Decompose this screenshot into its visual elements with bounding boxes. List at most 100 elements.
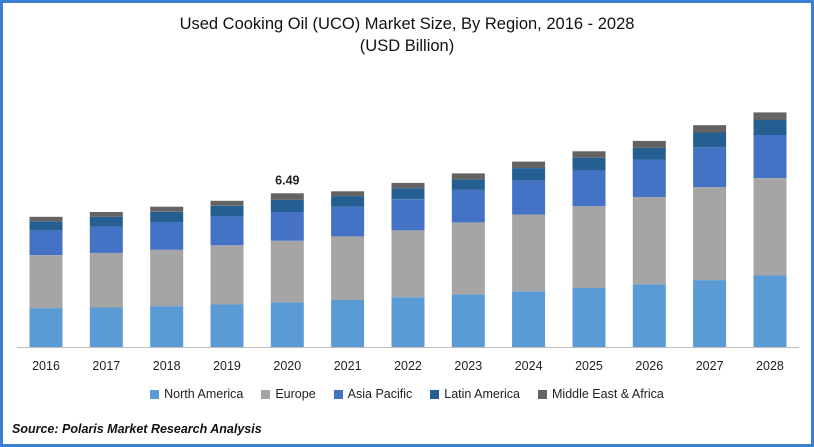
bar-segment-north-america-2017 — [89, 307, 123, 347]
bar-segment-asia-pacific-2021 — [331, 206, 365, 237]
bar-segment-middle-east-africa-2027 — [693, 125, 727, 133]
legend-label-north-america: North America — [164, 387, 244, 401]
bar-segment-middle-east-africa-2021 — [331, 191, 365, 197]
chart-title-block: Used Cooking Oil (UCO) Market Size, By R… — [3, 13, 811, 57]
chart-legend: North America Europe Asia Pacific Latin Ame… — [3, 387, 811, 401]
bar-segment-latin-america-2025 — [572, 157, 606, 171]
bar-segment-latin-america-2028 — [753, 119, 787, 135]
bar-segment-latin-america-2022 — [391, 188, 425, 200]
bar-segment-middle-east-africa-2025 — [572, 151, 606, 158]
bar-segment-north-america-2028 — [753, 275, 787, 347]
source-note: Source: Polaris Market Research Analysis — [12, 422, 262, 436]
bar-segment-north-america-2020 — [270, 302, 304, 347]
x-tick-label-2016: 2016 — [32, 359, 60, 373]
bar-segment-asia-pacific-2017 — [89, 226, 123, 253]
x-tick-label-2024: 2024 — [515, 359, 543, 373]
bar-segment-north-america-2024 — [512, 291, 546, 347]
legend-swatch-latin-america — [430, 389, 440, 399]
legend-swatch-middle-east-africa — [538, 389, 547, 399]
bar-segment-europe-2028 — [753, 178, 787, 276]
legend-swatch-north-america — [150, 389, 160, 399]
bar-segment-asia-pacific-2027 — [693, 147, 727, 188]
bar-segment-europe-2024 — [512, 214, 546, 292]
x-tick-label-2021: 2021 — [334, 359, 362, 373]
bar-segment-europe-2025 — [572, 206, 606, 288]
chart-plot-area: 2016 2017 2018 2019 2020 6.49 2021 2022 2023 2024… — [17, 112, 799, 373]
legend-item-latin-america: Latin America — [430, 387, 520, 401]
bar-segment-europe-2017 — [89, 252, 123, 308]
legend-item-north-america: North America — [150, 387, 243, 401]
bar-segment-asia-pacific-2016 — [29, 230, 63, 256]
bar-segment-middle-east-africa-2024 — [512, 161, 546, 168]
bar-segment-asia-pacific-2024 — [512, 180, 546, 215]
bar-segment-asia-pacific-2026 — [632, 160, 666, 197]
bar-segment-middle-east-africa-2018 — [150, 206, 184, 212]
bar-segment-asia-pacific-2020 — [270, 212, 304, 241]
bar-segment-asia-pacific-2023 — [451, 189, 485, 223]
bar-segment-north-america-2018 — [150, 306, 184, 347]
bar-segment-latin-america-2027 — [693, 132, 727, 148]
x-tick-label-2017: 2017 — [92, 359, 120, 373]
legend-item-middle-east-africa: Middle East & Africa — [538, 387, 664, 401]
bar-segment-europe-2018 — [150, 249, 184, 307]
bar-segment-middle-east-africa-2028 — [753, 112, 787, 120]
bar-segment-north-america-2023 — [451, 294, 485, 347]
chart-subtitle: (USD Billion) — [359, 37, 455, 55]
chart-title: Used Cooking Oil (UCO) Market Size, By R… — [179, 15, 635, 33]
x-tick-label-2022: 2022 — [394, 359, 422, 373]
bar-segment-latin-america-2016 — [29, 221, 63, 231]
bar-segment-asia-pacific-2028 — [753, 135, 787, 179]
bar-segment-north-america-2019 — [210, 304, 244, 347]
bar-segment-north-america-2022 — [391, 297, 425, 347]
bar-segment-asia-pacific-2025 — [572, 170, 606, 207]
bar-segment-europe-2016 — [29, 255, 63, 309]
legend-label-latin-america: Latin America — [444, 387, 520, 401]
x-tick-label-2026: 2026 — [635, 359, 663, 373]
x-tick-label-2027: 2027 — [696, 359, 724, 373]
bar-segment-north-america-2025 — [572, 287, 606, 347]
legend-label-asia-pacific: Asia Pacific — [347, 387, 413, 401]
bar-segment-latin-america-2026 — [632, 147, 666, 160]
x-tick-label-2020: 2020 — [273, 359, 301, 373]
bar-segment-latin-america-2020 — [270, 199, 304, 212]
bar-segment-europe-2023 — [451, 222, 485, 295]
bar-segment-europe-2021 — [331, 236, 365, 300]
legend-swatch-asia-pacific — [333, 389, 343, 399]
legend-item-asia-pacific: Asia Pacific — [333, 387, 413, 401]
bar-segment-north-america-2016 — [29, 308, 63, 347]
data-label-2020: 6.49 — [275, 173, 299, 187]
bar-segment-middle-east-africa-2026 — [632, 140, 666, 148]
bar-segment-north-america-2027 — [693, 280, 727, 347]
x-tick-label-2023: 2023 — [454, 359, 482, 373]
bar-segment-latin-america-2017 — [89, 216, 123, 227]
bar-segment-middle-east-africa-2017 — [89, 212, 123, 217]
bar-segment-latin-america-2023 — [451, 179, 485, 190]
bar-segment-europe-2026 — [632, 196, 666, 285]
bar-segment-europe-2019 — [210, 245, 244, 305]
bar-segment-europe-2027 — [693, 187, 727, 281]
bar-segment-north-america-2026 — [632, 284, 666, 347]
x-tick-label-2019: 2019 — [213, 359, 241, 373]
bar-segment-middle-east-africa-2023 — [451, 173, 485, 180]
x-tick-label-2028: 2028 — [756, 359, 784, 373]
legend-label-europe: Europe — [275, 387, 316, 401]
legend-item-europe: Europe — [261, 387, 316, 401]
x-tick-label-2025: 2025 — [575, 359, 603, 373]
x-tick-label-2018: 2018 — [153, 359, 181, 373]
bar-segment-europe-2020 — [270, 240, 304, 303]
bar-segment-middle-east-africa-2022 — [391, 182, 425, 189]
bar-segment-middle-east-africa-2020 — [270, 193, 304, 200]
legend-swatch-europe — [261, 389, 271, 399]
legend-label-middle-east-africa: Middle East & Africa — [552, 387, 664, 401]
bar-segment-asia-pacific-2019 — [210, 216, 244, 246]
bar-segment-latin-america-2024 — [512, 168, 546, 181]
bar-segment-europe-2022 — [391, 230, 425, 298]
bar-segment-latin-america-2019 — [210, 205, 244, 217]
bar-segment-middle-east-africa-2019 — [210, 200, 244, 206]
bar-segment-asia-pacific-2018 — [150, 222, 184, 250]
bar-segment-middle-east-africa-2016 — [29, 216, 63, 222]
bar-segment-asia-pacific-2022 — [391, 199, 425, 231]
bar-segment-latin-america-2018 — [150, 211, 184, 223]
bar-segment-latin-america-2021 — [331, 196, 365, 207]
